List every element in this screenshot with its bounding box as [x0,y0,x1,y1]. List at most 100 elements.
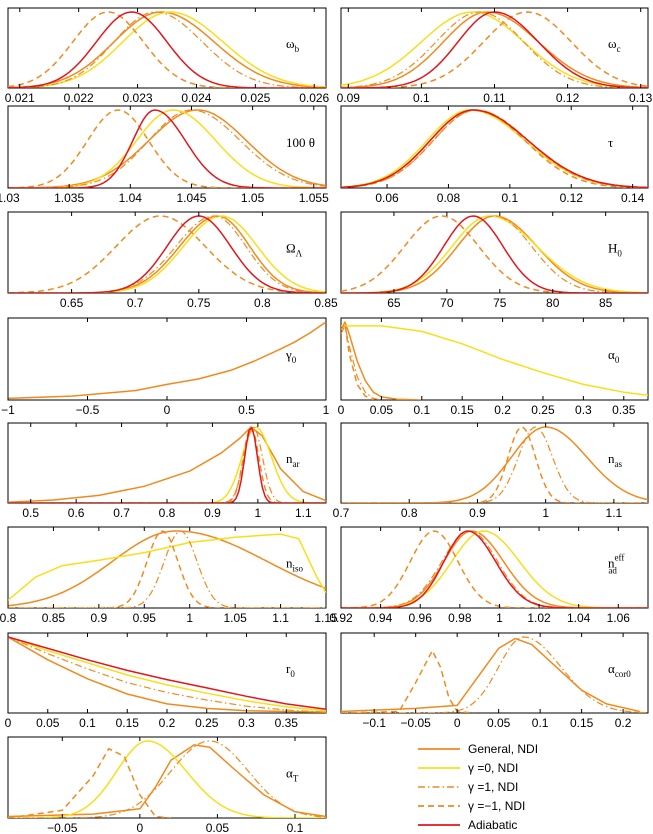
tick-label: 0.8 [254,296,271,310]
tick-label: 75 [493,296,507,310]
curve-gamma0 [8,11,326,88]
legend-label-gamma0: γ =0, NDI [468,761,518,775]
tick-label: 0.9 [204,506,221,520]
parameter-label: nar [286,451,300,469]
tick-label: 0.95 [133,611,157,625]
tick-label: −0.1 [362,716,386,730]
panel-7: 0 0.05 0.1 0.15 0.2 0.25 0.3 0.35 α0 [338,317,649,417]
parameter-label: αT [286,766,299,784]
panel-frame [7,317,327,401]
panel-5: 65 70 75 80 85 H0 [340,211,649,310]
tick-label: 0.25 [531,403,555,417]
curve-adiabatic [8,11,326,88]
curve-general [341,637,640,713]
curve-gammam1 [341,322,374,400]
tick-label: 0.65 [60,296,84,310]
tick-label: 0.6 [68,506,85,520]
curve-gamma1 [8,530,326,608]
tick-label: 0.08 [437,191,461,205]
tick-label: 0.025 [240,91,270,105]
panel-14: −0.05 0 0.05 0.1 αT [7,736,327,834]
panel-curves [341,636,648,713]
tick-label: 1.04 [567,611,591,625]
curve-gamma0 [8,740,326,818]
parameter-label: ΩΛ [286,241,303,259]
parameter-label: nas [608,451,622,469]
panel-curves [8,530,326,608]
panel-curves [341,215,648,293]
tick-label: 0.05 [206,821,230,834]
legend: General, NDI γ =0, NDI γ =1, NDI γ =−1, NDI… [418,742,538,832]
tick-label: 0.11 [483,91,506,105]
panel-frame [340,422,649,504]
parameter-label: α0 [608,347,620,365]
panel-13: −0.1 −0.05 0 0.05 0.1 0.15 0.2 αcor0 [340,632,649,730]
tick-label: 70 [440,296,454,310]
tick-label: 0.15 [451,403,475,417]
tick-label: 0.022 [64,91,94,105]
parameter-label: τ [608,135,613,150]
tick-label: 1.045 [176,191,206,205]
tick-label: 0.25 [195,716,219,730]
curve-gammam1 [341,11,648,88]
curve-general [341,11,648,88]
tick-label: 0.75 [187,296,211,310]
panel-curves [8,11,326,88]
curve-general [8,321,326,400]
curve-gamma0 [8,636,326,712]
curve-adiabatic [8,636,326,710]
parameter-label: niso [286,556,304,574]
curve-gamma0 [341,11,648,88]
curve-gamma0 [8,215,326,293]
tick-label: 1 [323,403,330,417]
tick-label: 0.7 [113,506,130,520]
curve-adiabatic [8,215,326,293]
parameter-label: ωc [608,36,621,54]
parameter-label: r0 [286,661,295,679]
tick-label: −0.05 [47,821,78,834]
tick-label: 0.1 [532,716,549,730]
tick-label: 0.92 [329,611,353,625]
panel-frame [7,632,327,714]
tick-label: 1.03 [0,191,20,205]
tick-label: 0.15 [116,716,140,730]
curve-gamma1 [8,636,326,713]
panel-curves [8,109,326,188]
tick-label: 0 [338,403,345,417]
tick-label: 0.35 [275,716,299,730]
tick-label: 0.5 [238,403,255,417]
legend-label-general: General, NDI [468,742,538,756]
tick-label: 0 [5,716,12,730]
tick-label: 0.7 [333,506,350,520]
panel-4: 0.65 0.7 0.75 0.8 0.85 ΩΛ [7,211,338,310]
curve-gammam1 [341,649,474,713]
tick-label: 1.05 [223,611,247,625]
tick-label: 1.1 [606,506,623,520]
curve-general [8,426,326,503]
tick-label: 1.04 [119,191,143,205]
tick-label: 0.8 [159,506,176,520]
panel-8: 0.5 0.6 0.7 0.8 0.9 1 1.1 nar [7,422,327,520]
panel-frame [7,526,327,609]
tick-label: 0 [137,821,144,834]
tick-label: 0.9 [91,611,108,625]
panel-11: 0.92 0.94 0.96 0.98 1 1.02 1.04 1.06 neff ad [329,526,649,625]
tick-label: 0.13 [629,91,653,105]
parameter-label: H0 [608,241,622,259]
curve-general [8,530,326,607]
tick-label: 0.96 [409,611,433,625]
panel-curves [341,530,648,608]
tick-label: 1.1 [272,611,289,625]
tick-label: 65 [387,296,401,310]
tick-label: 0.1 [287,821,304,834]
curve-general [8,636,326,713]
curve-general [8,215,326,293]
tick-label: 0.05 [487,716,511,730]
panel-curves [8,740,326,818]
tick-label: 0.14 [621,191,645,205]
curve-gamma0 [341,325,648,397]
tick-label: 1.15 [314,611,338,625]
curve-general [341,426,648,503]
tick-label: 0.09 [337,91,361,105]
panel-curves [8,426,326,503]
